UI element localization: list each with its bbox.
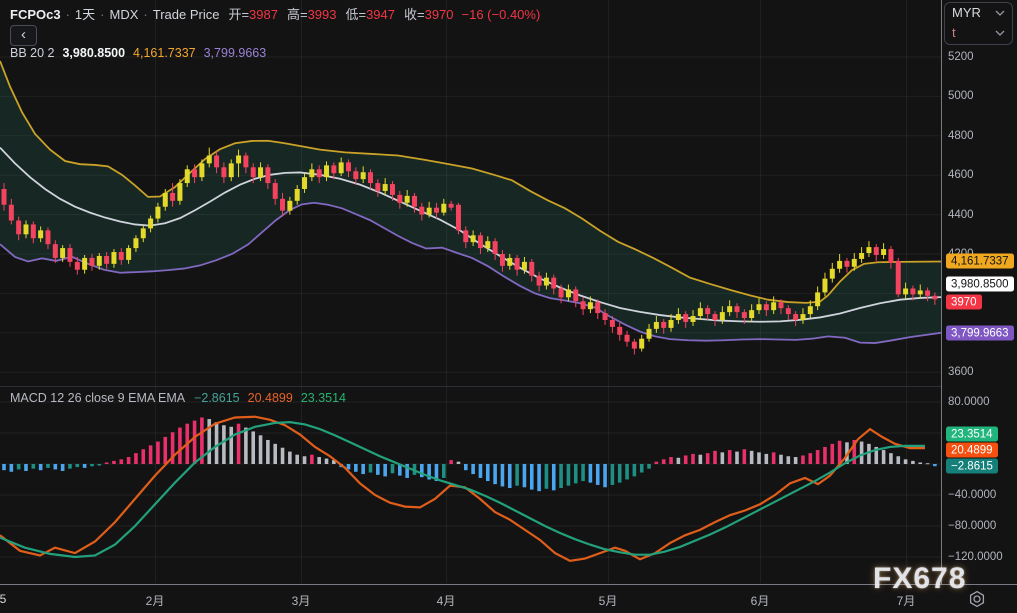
currency-value: MYR bbox=[952, 3, 981, 23]
time-axis-label: 3月 bbox=[292, 592, 311, 609]
fx678-watermark: FX678 bbox=[873, 562, 966, 596]
open-value: 3987 bbox=[249, 7, 278, 22]
time-axis-label: 4月 bbox=[437, 592, 456, 609]
separator-dot: · bbox=[66, 7, 70, 22]
trading-chart-app: FCPOc3·1天·MDX·Trade Price开=3987高=3993低=3… bbox=[0, 0, 1017, 613]
close-value: 3970 bbox=[425, 7, 454, 22]
time-axis-label: 6月 bbox=[751, 592, 770, 609]
macd-tick-label: −40.0000 bbox=[948, 489, 996, 501]
price-tick-label: 5200 bbox=[948, 51, 974, 63]
price-tick-label: 5000 bbox=[948, 90, 974, 102]
chart-canvas[interactable] bbox=[0, 0, 941, 583]
macd-tick-label: 80.0000 bbox=[948, 396, 990, 408]
symbol-name[interactable]: FCPOc3 bbox=[10, 7, 61, 22]
last-price-badge: 3970 bbox=[946, 295, 982, 310]
low-label: 低= bbox=[345, 7, 366, 22]
time-axis-label: 5月 bbox=[599, 592, 618, 609]
macd-hist-badge: −2.8615 bbox=[946, 459, 998, 474]
price-tick-label: 4600 bbox=[948, 169, 974, 181]
price-tick-label: 3600 bbox=[948, 366, 974, 378]
bb-upper-badge: 4,161.7337 bbox=[946, 254, 1014, 269]
macd-line-value: 20.4899 bbox=[248, 391, 293, 405]
high-label: 高= bbox=[287, 7, 308, 22]
gear-icon[interactable] bbox=[967, 589, 987, 609]
macd-title: MACD 12 26 close 9 EMA EMA bbox=[10, 391, 185, 405]
back-button[interactable]: ‹ bbox=[10, 25, 37, 46]
unit-value: t bbox=[952, 23, 956, 43]
bb-basis-badge: 3,980.8500 bbox=[946, 277, 1014, 292]
price-tick-label: 4800 bbox=[948, 130, 974, 142]
bb-basis-value: 3,980.8500 bbox=[62, 46, 125, 60]
chevron-down-icon bbox=[995, 30, 1005, 36]
currency-unit-panel: MYR t bbox=[944, 2, 1013, 45]
bb-upper-value: 4,161.7337 bbox=[133, 46, 196, 60]
interval-label[interactable]: 1天 bbox=[75, 7, 95, 22]
open-label: 开= bbox=[228, 7, 249, 22]
high-value: 3993 bbox=[308, 7, 337, 22]
macd-signal-badge: 23.3514 bbox=[946, 427, 998, 442]
time-axis-label: 2025 bbox=[0, 592, 6, 606]
exchange-label[interactable]: MDX bbox=[110, 7, 139, 22]
bb-lower-badge: 3,799.9663 bbox=[946, 326, 1014, 341]
bb-title: BB 20 2 bbox=[10, 46, 54, 60]
time-axis[interactable]: 20252月3月4月5月6月7月 bbox=[0, 584, 1017, 613]
change-value: −16 (−0.40%) bbox=[462, 7, 541, 22]
separator-dot: · bbox=[143, 7, 147, 22]
series-type-label: Trade Price bbox=[153, 7, 220, 22]
macd-hist-value: −2.8615 bbox=[194, 391, 240, 405]
bollinger-legend[interactable]: BB 20 2 3,980.8500 4,161.7337 3,799.9663 bbox=[10, 46, 266, 60]
low-value: 3947 bbox=[366, 7, 395, 22]
chevron-left-icon: ‹ bbox=[21, 26, 26, 43]
time-axis-label: 2月 bbox=[146, 592, 165, 609]
currency-dropdown[interactable]: MYR bbox=[945, 3, 1012, 23]
macd-line-badge: 20.4899 bbox=[946, 443, 998, 458]
symbol-header: FCPOc3·1天·MDX·Trade Price开=3987高=3993低=3… bbox=[10, 4, 540, 23]
price-tick-label: 4400 bbox=[948, 209, 974, 221]
macd-tick-label: −80.0000 bbox=[948, 520, 996, 532]
chevron-down-icon bbox=[995, 10, 1005, 16]
macd-signal-value: 23.3514 bbox=[301, 391, 346, 405]
macd-legend[interactable]: MACD 12 26 close 9 EMA EMA −2.8615 20.4899… bbox=[10, 391, 346, 405]
close-label: 收= bbox=[404, 7, 425, 22]
price-axis[interactable]: 520050004800460044004200360080.0000−40.0… bbox=[941, 0, 1017, 584]
bb-lower-value: 3,799.9663 bbox=[204, 46, 267, 60]
separator-dot: · bbox=[100, 7, 104, 22]
unit-dropdown[interactable]: t bbox=[945, 23, 1012, 43]
